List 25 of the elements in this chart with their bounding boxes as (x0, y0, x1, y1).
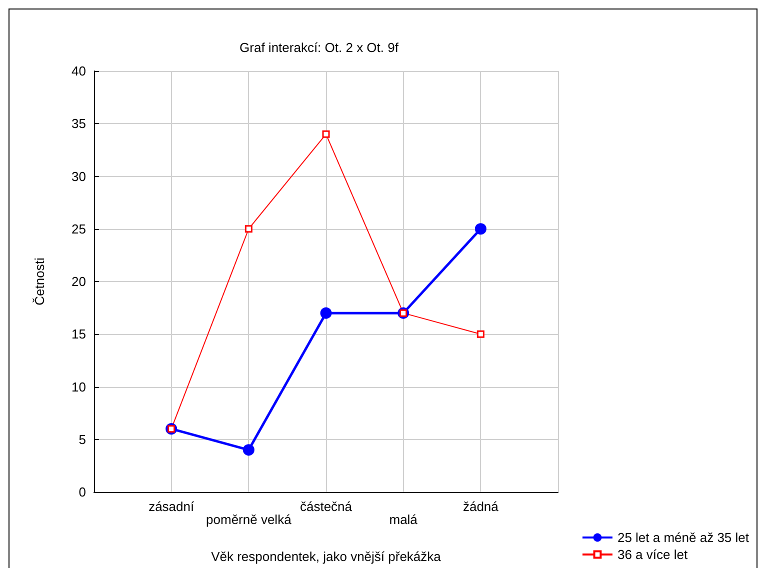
point (476, 330, 484, 338)
y-tick-label: 20 (72, 274, 86, 289)
y-tick-label: 5 (78, 432, 86, 447)
y-tick-label: 0 (78, 484, 86, 500)
point (474, 223, 486, 235)
y-tick-label: 10 (72, 379, 86, 394)
chart-title: Graf interakcí: Ot. 2 x Ot. 9f (240, 40, 399, 55)
y-tick-label: 30 (72, 168, 86, 184)
y-tick-label: 40 (72, 64, 86, 78)
point (320, 307, 332, 319)
x-tick-label: částečná (300, 499, 353, 514)
x-tick-label: žádná (462, 499, 500, 514)
y-axis-title: Četnosti (32, 258, 47, 306)
x-tick-label: poměrně velká (206, 512, 292, 527)
legend-label: 36 a více let (617, 547, 688, 562)
y-tick-label: 25 (72, 221, 86, 236)
point (244, 225, 252, 233)
point (242, 444, 254, 456)
point (322, 130, 330, 138)
legend-label: 25 let a méně až 35 let (617, 530, 750, 545)
x-axis-title: Věk respondentek, jako vnější překážka (211, 549, 442, 564)
x-tick-label: zásadní (148, 499, 194, 514)
x-tick-label: malá (389, 512, 418, 527)
y-tick-label: 15 (72, 326, 86, 342)
y-tick-label: 35 (72, 116, 86, 132)
